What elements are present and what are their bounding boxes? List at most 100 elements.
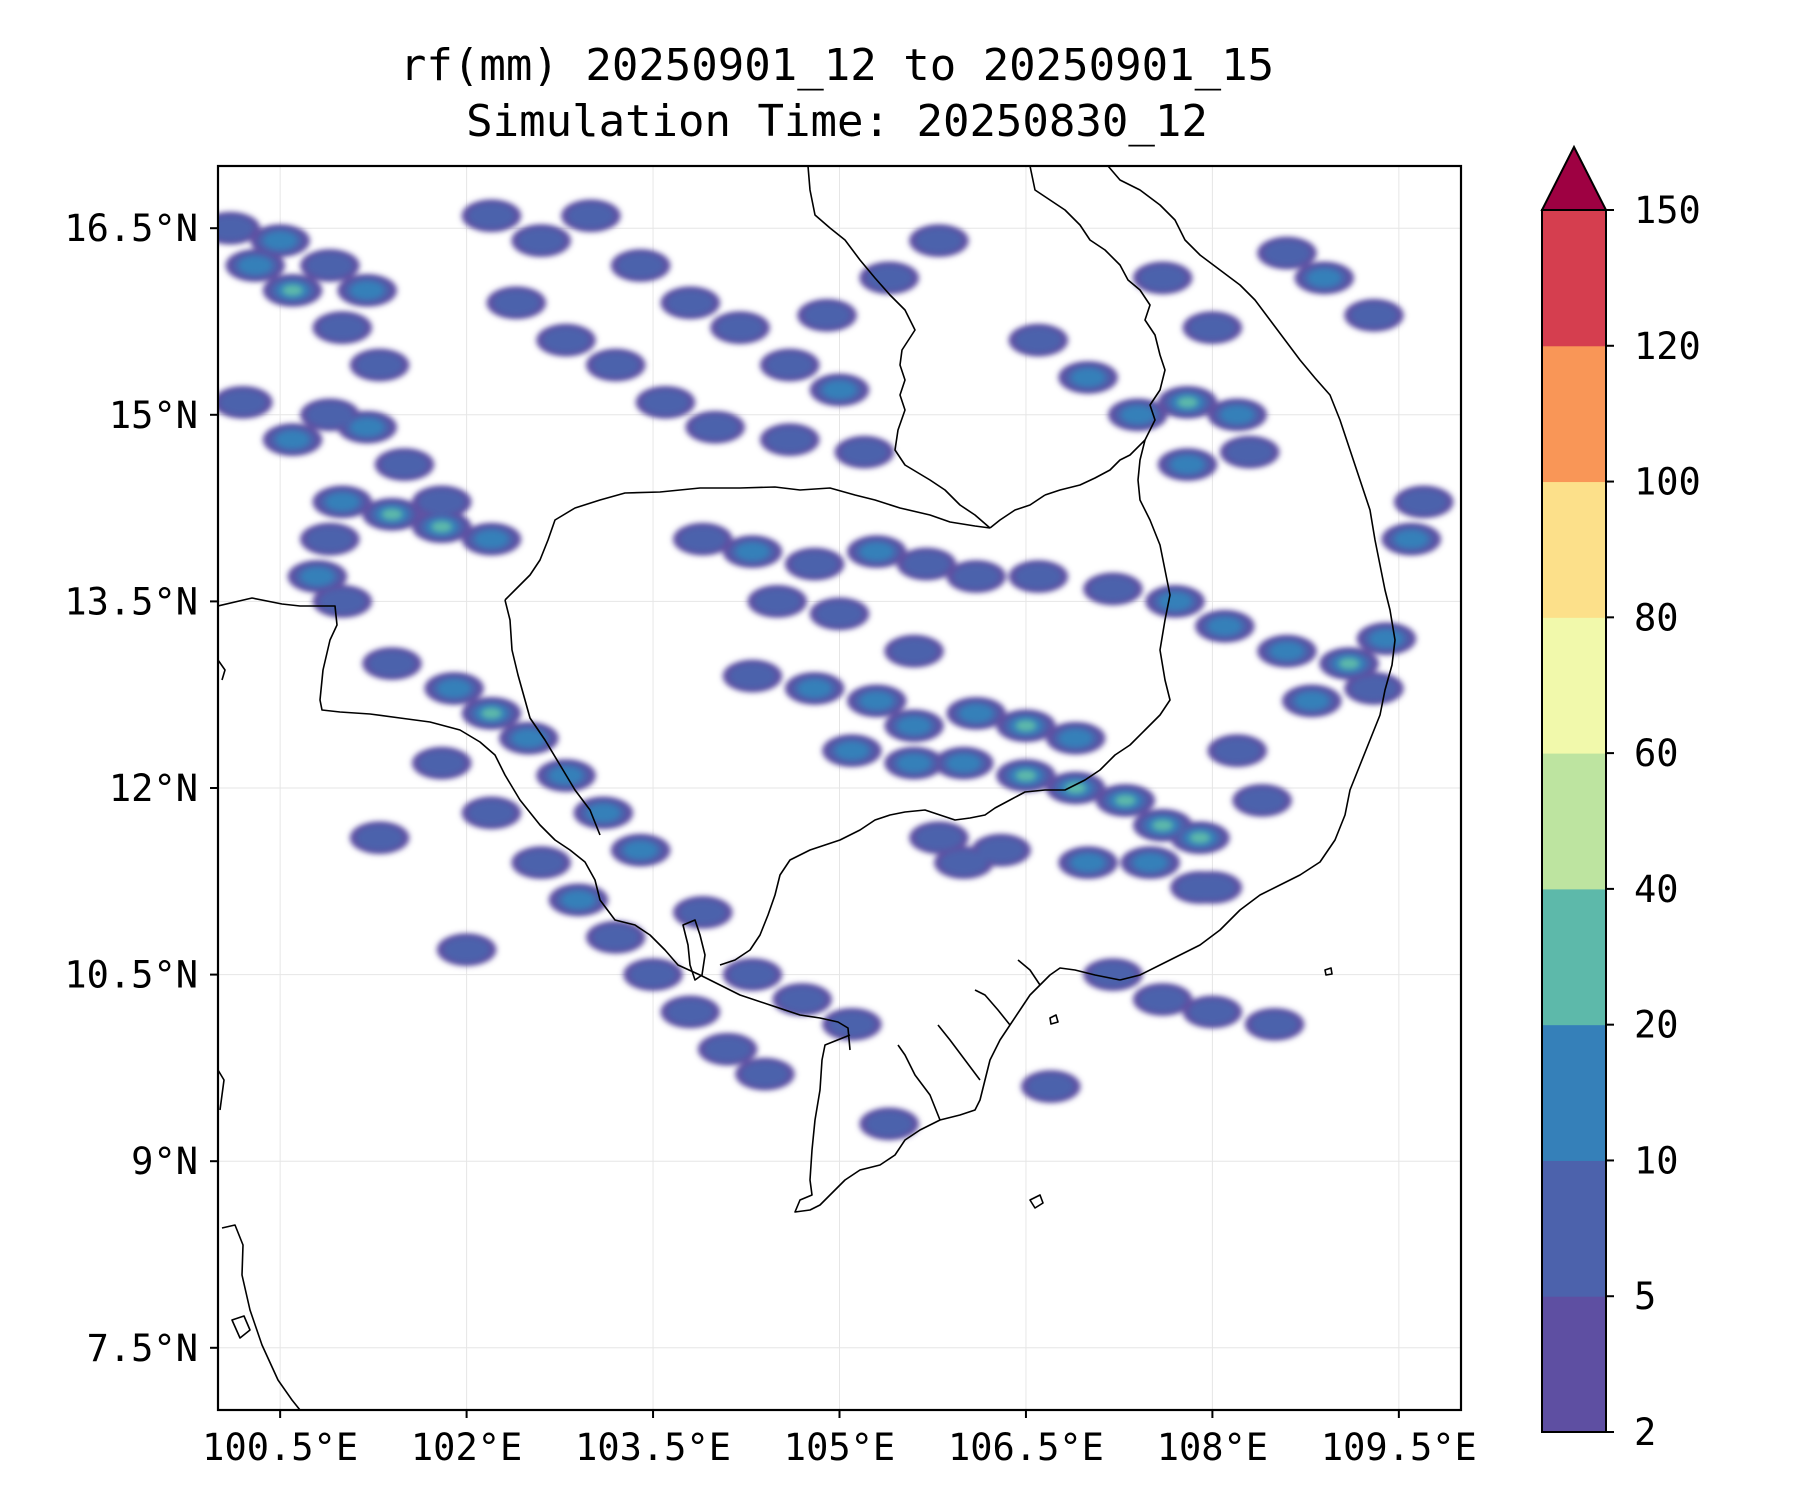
- rain-cell: [835, 741, 869, 760]
- rain-cell: [481, 707, 502, 719]
- rain-cell: [1226, 439, 1273, 465]
- rain-cell: [691, 414, 739, 440]
- rain-cell: [1089, 961, 1137, 988]
- y-tick-label: 9°N: [131, 1140, 198, 1183]
- rain-cell: [368, 650, 416, 677]
- colorbar-segment: [1542, 345, 1606, 483]
- rain-cell: [517, 228, 565, 254]
- rain-cell: [816, 601, 863, 627]
- rain-cell: [797, 679, 832, 698]
- rain-cell: [306, 526, 354, 552]
- rain-cell: [778, 986, 826, 1013]
- colorbar-tick-label: 40: [1634, 868, 1679, 911]
- rain-cell: [1369, 629, 1404, 648]
- rain-cell: [443, 937, 490, 963]
- colorbar-segment: [1542, 617, 1606, 754]
- rain-cell: [319, 315, 366, 341]
- rain-cell: [1065, 782, 1086, 794]
- rain-cell: [356, 352, 403, 378]
- x-tick-label: 100.5°E: [202, 1426, 358, 1469]
- colorbar: 2 5 10 20 40 60 80 100 120 150: [1540, 144, 1701, 1454]
- rain-cell: [915, 228, 963, 254]
- rain-cell: [1295, 691, 1329, 710]
- colorbar-tick-label: 20: [1634, 1004, 1679, 1047]
- rain-cell: [350, 418, 384, 437]
- cambodia-vietnam-border: [719, 439, 1171, 966]
- rain-cell: [1189, 999, 1236, 1025]
- coastlines-and-borders: [218, 166, 1396, 1410]
- colorbar-tick-label: 120: [1634, 325, 1701, 368]
- rain-cell: [300, 567, 335, 586]
- y-tick-label: 13.5°N: [64, 580, 198, 623]
- colorbar-tick-label: 80: [1634, 596, 1679, 639]
- thailand-peninsula-coast: [221, 1224, 301, 1410]
- rain-cell: [741, 1061, 789, 1087]
- rain-cell: [667, 290, 714, 316]
- rain-cell: [1350, 302, 1398, 328]
- rain-cell: [903, 551, 950, 577]
- rain-cell: [306, 252, 354, 279]
- thailand-cambodia-border: [504, 486, 991, 601]
- rain-cell: [474, 530, 509, 549]
- thailand-gulf-coastline: [218, 597, 851, 1051]
- colorbar-segment: [1542, 888, 1606, 1026]
- colorbar-frame: [1541, 209, 1607, 1433]
- rain-cell: [803, 302, 851, 328]
- figure-title-line1: rf(mm) 20250901_12 to 20250901_15: [400, 40, 1274, 91]
- mekong-delta-coast: [794, 967, 1121, 1213]
- delta-channels: [897, 959, 1041, 1121]
- rain-cell: [418, 489, 466, 515]
- rain-cell: [1238, 787, 1286, 814]
- colorbar-tick-label: 100: [1634, 461, 1701, 504]
- rain-layer-20mm: [282, 284, 1360, 844]
- rain-cell: [617, 252, 664, 279]
- rain-cell: [1220, 405, 1254, 424]
- colorbar-segment: [1542, 753, 1606, 890]
- rain-cell: [1189, 832, 1211, 844]
- colorbar-tick-label: 10: [1634, 1139, 1679, 1182]
- colorbar-segment: [1542, 481, 1606, 618]
- cambodia-north-border: [989, 494, 1046, 529]
- rain-cell: [381, 451, 428, 478]
- rain-cell: [1213, 738, 1261, 764]
- rain-cell: [592, 352, 640, 378]
- y-tick-label: 12°N: [109, 767, 198, 810]
- rain-cell: [915, 825, 963, 851]
- rain-cell: [325, 492, 360, 511]
- rain-cell: [704, 1036, 751, 1062]
- y-tick-label: 7.5°N: [87, 1327, 198, 1370]
- rain-cell: [306, 402, 354, 428]
- rain-cell: [1263, 240, 1311, 266]
- rain-cell: [766, 427, 814, 453]
- rain-cell: [977, 837, 1025, 863]
- rain-cell: [319, 588, 366, 615]
- colorbar-tick-label: 5: [1634, 1275, 1656, 1318]
- x-axis-ticks: 100.5°E 102°E 103.5°E 105°E 106.5°E 108°E 109.…: [202, 1410, 1477, 1469]
- rain-cell: [642, 389, 689, 415]
- rain-cell: [1071, 853, 1105, 872]
- rain-cell: [667, 999, 714, 1025]
- rain-cell: [1350, 675, 1398, 702]
- rain-cell: [567, 203, 615, 229]
- rain-cell: [679, 899, 727, 926]
- rain-cell: [437, 679, 471, 698]
- rain-cell: [356, 825, 403, 851]
- west-coast-fragment: [218, 659, 226, 1111]
- rain-cell: [431, 521, 452, 533]
- small-islands: [1029, 967, 1333, 1209]
- rain-cell: [716, 315, 764, 341]
- rain-cell: [754, 588, 801, 615]
- rain-cell: [468, 203, 515, 229]
- colorbar-tick-label: 60: [1634, 732, 1679, 775]
- rain-cell: [1270, 642, 1304, 661]
- rain-cell: [1121, 405, 1155, 424]
- rain-cell: [219, 389, 267, 415]
- rain-cell: [542, 327, 590, 353]
- cambodia-west-border: [504, 599, 601, 836]
- rain-cell: [1115, 794, 1136, 806]
- rain-cell: [468, 800, 515, 826]
- rain-cell: [1251, 1011, 1298, 1037]
- rain-cell: [822, 380, 857, 399]
- rain-cell: [629, 961, 677, 988]
